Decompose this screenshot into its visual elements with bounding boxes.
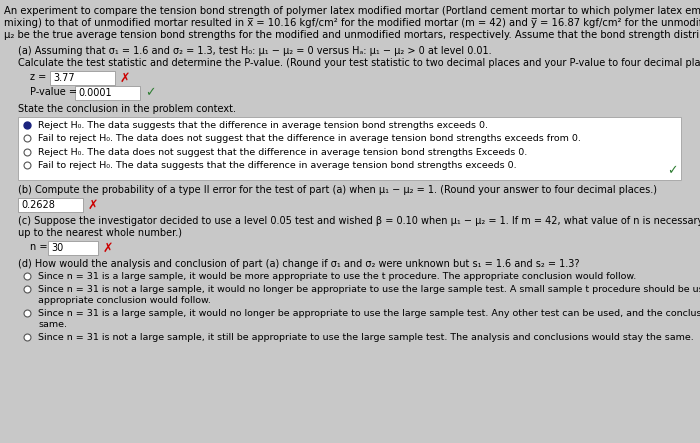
Text: appropriate conclusion would follow.: appropriate conclusion would follow. <box>38 296 211 305</box>
Text: ✗: ✗ <box>120 71 130 85</box>
Text: mixing) to that of unmodified mortar resulted in x̅ = 10.16 kgf/cm² for the modi: mixing) to that of unmodified mortar res… <box>4 18 700 28</box>
Text: State the conclusion in the problem context.: State the conclusion in the problem cont… <box>18 104 236 114</box>
Text: μ₂ be the true average tension bond strengths for the modified and unmodified mo: μ₂ be the true average tension bond stre… <box>4 30 700 40</box>
Bar <box>50 71 115 85</box>
Text: ✗: ✗ <box>88 199 99 212</box>
Text: 0.2628: 0.2628 <box>21 200 55 210</box>
Text: same.: same. <box>38 320 67 329</box>
Text: Calculate the test statistic and determine the P-value. (Round your test statist: Calculate the test statistic and determi… <box>18 58 700 68</box>
Text: 3.77: 3.77 <box>53 73 75 83</box>
Text: ✗: ✗ <box>103 242 113 255</box>
Text: Fail to reject H₀. The data suggests that the difference in average tension bond: Fail to reject H₀. The data suggests tha… <box>38 161 517 170</box>
Text: Since n = 31 is a large sample, it would be more appropriate to use the t proced: Since n = 31 is a large sample, it would… <box>38 272 636 281</box>
Bar <box>18 117 681 180</box>
Text: P-value =: P-value = <box>30 87 80 97</box>
Text: ✓: ✓ <box>668 164 678 177</box>
Text: (c) Suppose the investigator decided to use a level 0.05 test and wished β = 0.1: (c) Suppose the investigator decided to … <box>18 216 700 226</box>
Text: up to the nearest whole number.): up to the nearest whole number.) <box>18 228 182 238</box>
Text: 0.0001: 0.0001 <box>78 88 111 98</box>
Text: (d) How would the analysis and conclusion of part (a) change if σ₁ and σ₂ were u: (d) How would the analysis and conclusio… <box>18 259 580 269</box>
Text: ✓: ✓ <box>145 86 155 100</box>
Text: Since n = 31 is a large sample, it would no longer be appropriate to use the lar: Since n = 31 is a large sample, it would… <box>38 309 700 318</box>
Text: Fail to reject H₀. The data does not suggest that the difference in average tens: Fail to reject H₀. The data does not sug… <box>38 134 581 144</box>
Text: Since n = 31 is not a large sample, it would no longer be appropriate to use the: Since n = 31 is not a large sample, it w… <box>38 285 700 294</box>
Text: Reject H₀. The data suggests that the difference in average tension bond strengt: Reject H₀. The data suggests that the di… <box>38 121 488 130</box>
Text: 30: 30 <box>51 243 63 253</box>
Text: (b) Compute the probability of a type II error for the test of part (a) when μ₁ : (b) Compute the probability of a type II… <box>18 185 657 195</box>
Text: An experiment to compare the tension bond strength of polymer latex modified mor: An experiment to compare the tension bon… <box>4 6 700 16</box>
Bar <box>18 198 83 212</box>
Bar <box>48 241 98 255</box>
Text: Reject H₀. The data does not suggest that the difference in average tension bond: Reject H₀. The data does not suggest tha… <box>38 148 527 157</box>
Text: z =: z = <box>30 72 50 82</box>
Bar <box>75 86 140 100</box>
Text: n =: n = <box>30 242 50 252</box>
Text: Since n = 31 is not a large sample, it still be appropriate to use the large sam: Since n = 31 is not a large sample, it s… <box>38 333 694 342</box>
Text: (a) Assuming that σ₁ = 1.6 and σ₂ = 1.3, test H₀: μ₁ − μ₂ = 0 versus Hₐ: μ₁ − μ₂: (a) Assuming that σ₁ = 1.6 and σ₂ = 1.3,… <box>18 46 491 56</box>
